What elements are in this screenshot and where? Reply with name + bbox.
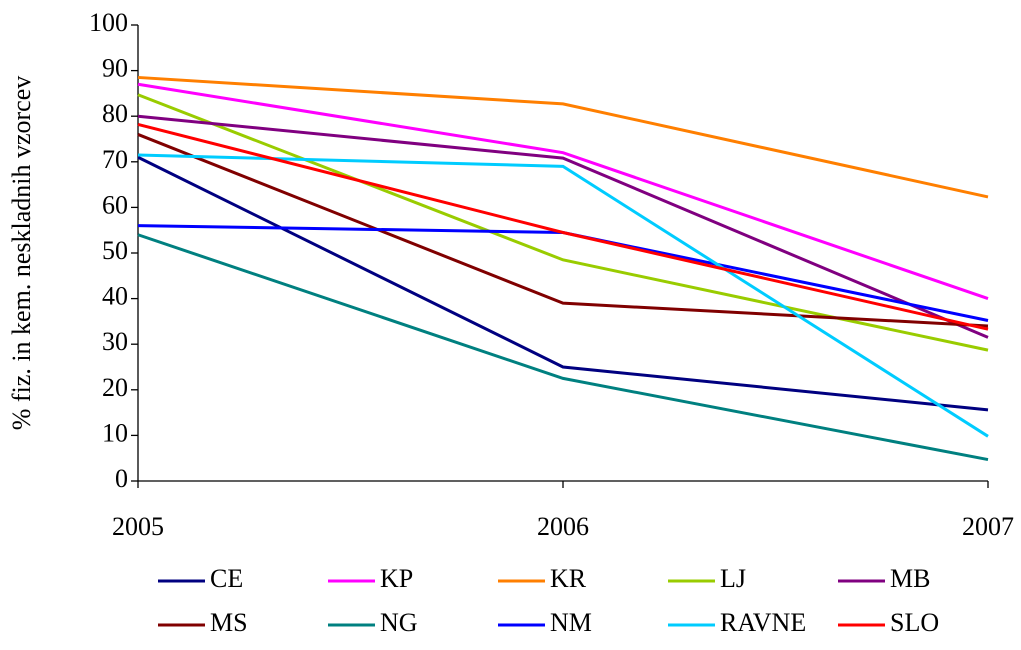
legend-label: NG: [380, 608, 418, 637]
y-tick-label: 50: [102, 236, 128, 265]
series-line: [137, 153, 989, 438]
legend-label: KP: [380, 564, 413, 593]
y-tick-label: 90: [102, 54, 128, 83]
y-tick-label: 100: [89, 8, 128, 37]
y-tick-label: 80: [102, 99, 128, 128]
legend-label: SLO: [890, 608, 939, 637]
y-axis-label: % fiz. in kem. neskladnih vzorcev: [7, 76, 36, 431]
y-tick-label: 20: [102, 373, 128, 402]
x-tick-label: 2007: [962, 512, 1014, 541]
legend-label: CE: [210, 564, 243, 593]
series-line: [137, 75, 989, 199]
series-line: [137, 114, 989, 339]
series-line: [137, 233, 989, 462]
x-tick-label: 2005: [112, 512, 164, 541]
series-line: [137, 122, 989, 331]
legend-label: MS: [210, 608, 248, 637]
legend-label: RAVNE: [720, 608, 806, 637]
y-tick-label: 10: [102, 418, 128, 447]
series-line: [137, 82, 989, 301]
y-tick-label: 70: [102, 145, 128, 174]
x-tick-label: 2006: [537, 512, 589, 541]
y-tick-label: 0: [115, 464, 128, 493]
y-tick-label: 30: [102, 327, 128, 356]
series-line: [137, 93, 989, 352]
y-tick-label: 40: [102, 282, 128, 311]
legend-label: KR: [550, 564, 587, 593]
series-line: [137, 133, 989, 328]
legend-label: MB: [890, 564, 930, 593]
legend-label: LJ: [720, 564, 746, 593]
series-line: [137, 224, 989, 322]
legend-label: NM: [550, 608, 592, 637]
y-tick-label: 60: [102, 190, 128, 219]
